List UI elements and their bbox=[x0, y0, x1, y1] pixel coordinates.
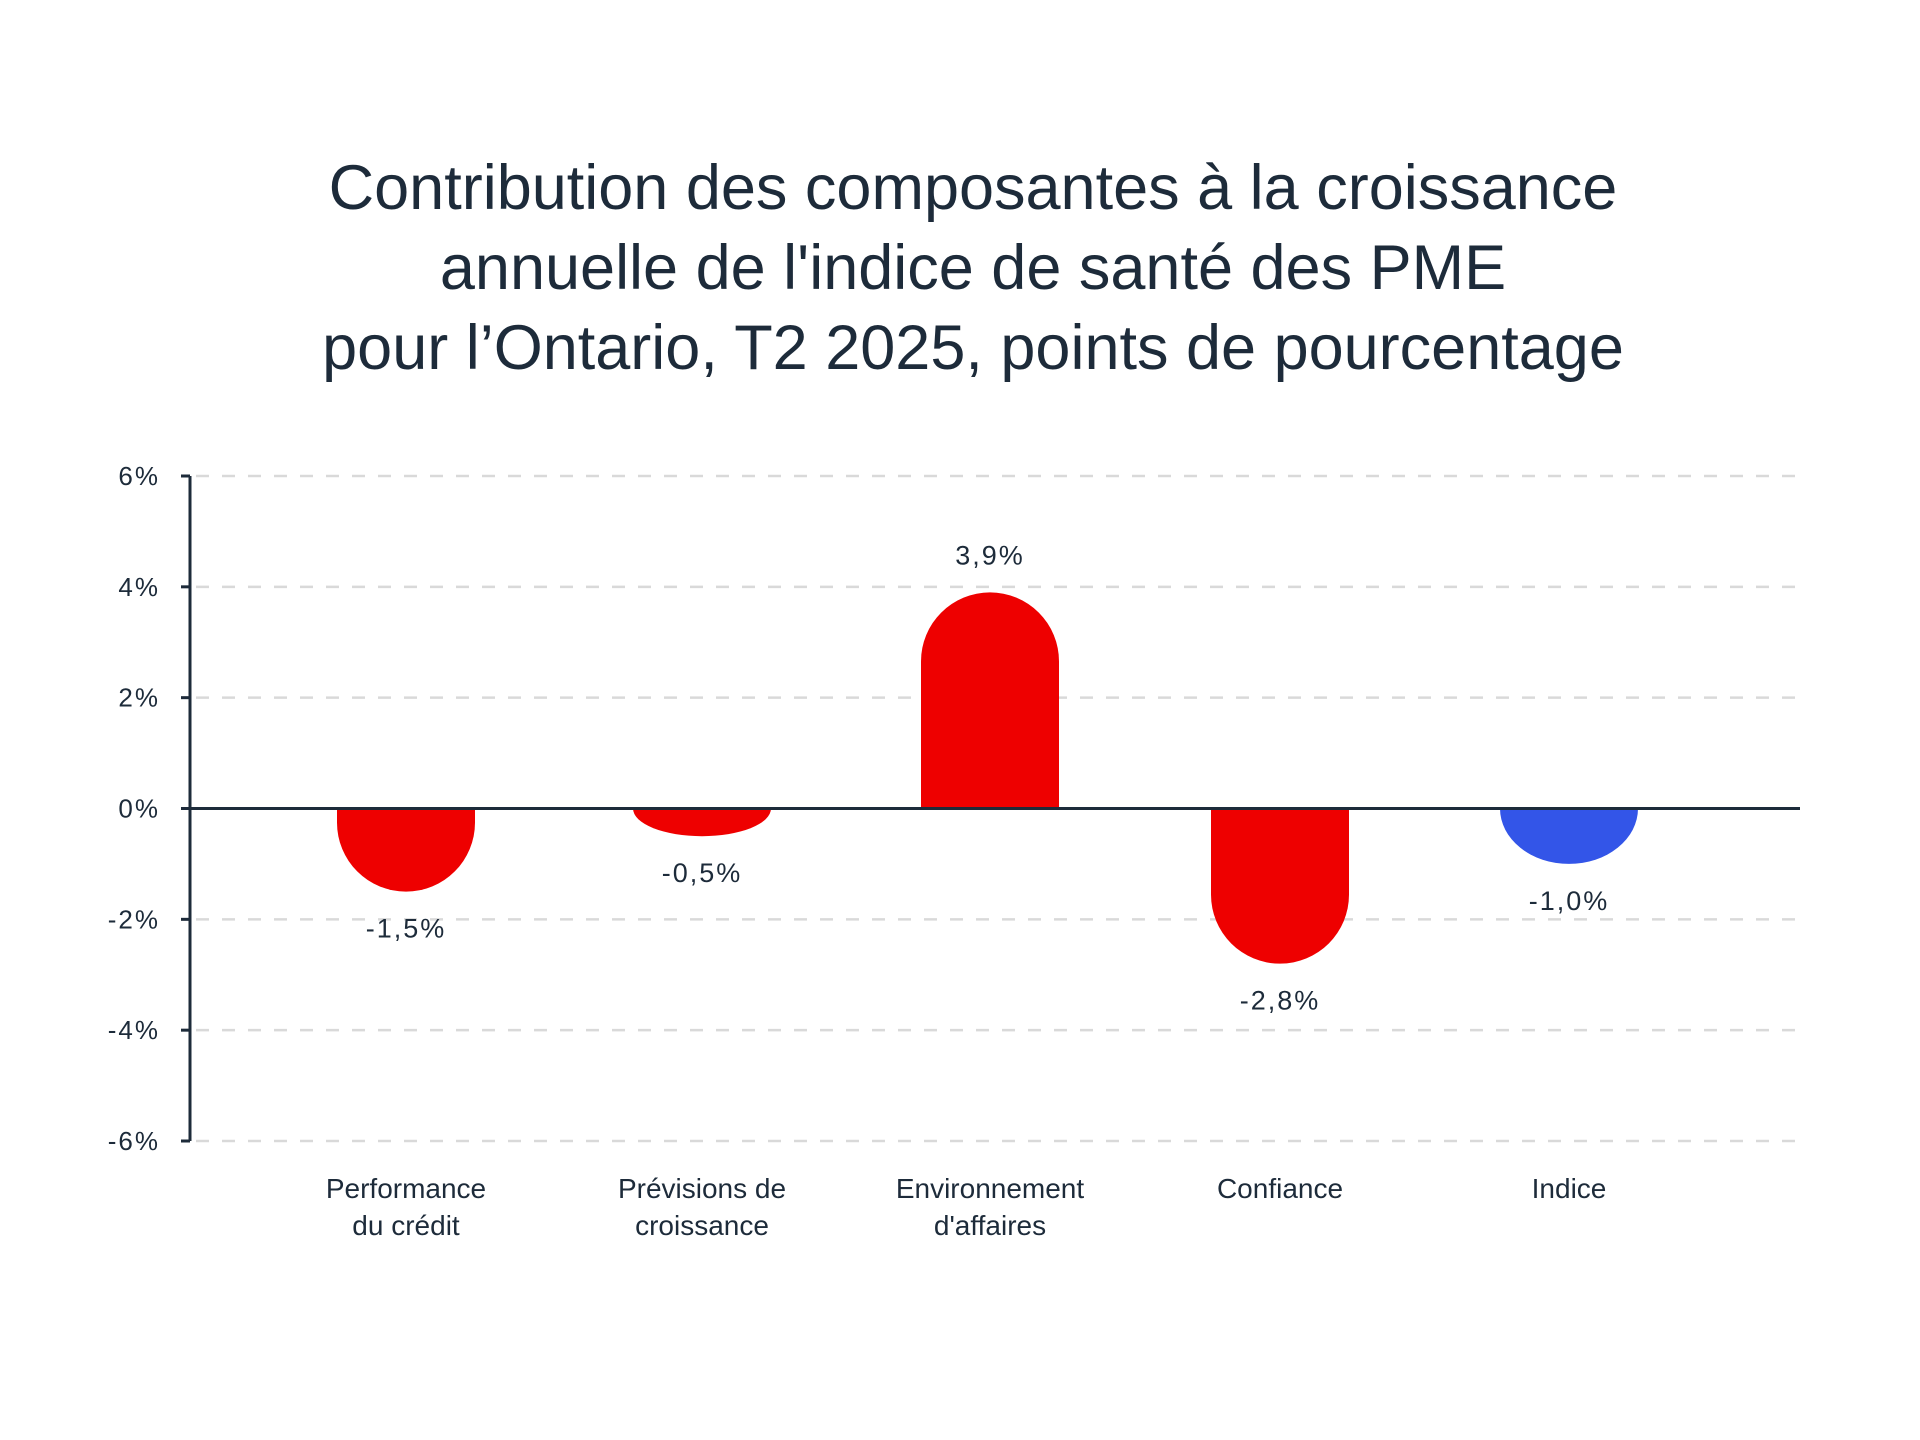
y-tick-label: 4% bbox=[118, 572, 160, 602]
bar bbox=[1500, 808, 1638, 864]
chart-title-line: Contribution des composantes à la croiss… bbox=[328, 153, 1618, 223]
category-label: croissance bbox=[635, 1210, 769, 1241]
y-tick-labels: 6% 4% 2% 0% -2% -4% -6% bbox=[108, 461, 160, 1156]
bar bbox=[633, 808, 771, 837]
y-tick-label: -2% bbox=[108, 904, 160, 934]
bar bbox=[337, 808, 475, 892]
category-labels: Performance du crédit Prévisions de croissa… bbox=[326, 1173, 1607, 1241]
y-tick-label: 0% bbox=[118, 794, 160, 824]
value-label: -1,0% bbox=[1529, 886, 1610, 916]
y-tick-label: -4% bbox=[108, 1015, 160, 1045]
value-label: -1,5% bbox=[366, 914, 447, 944]
y-tick-label: 6% bbox=[118, 461, 160, 491]
axes bbox=[181, 474, 1800, 1143]
value-label: 3,9% bbox=[955, 540, 1025, 570]
category-label: Prévisions de bbox=[618, 1173, 786, 1204]
chart-title-line: annuelle de l'indice de santé des PME bbox=[439, 233, 1507, 303]
value-labels: -1,5% -0,5% 3,9% -2,8% -1,0% bbox=[366, 540, 1610, 1016]
value-label: -0,5% bbox=[662, 858, 743, 888]
category-label: Performance bbox=[326, 1173, 486, 1204]
value-label: -2,8% bbox=[1240, 986, 1321, 1016]
chart-title-line: pour l’Ontario, T2 2025, points de pourc… bbox=[322, 313, 1624, 383]
y-tick-label: -6% bbox=[108, 1126, 160, 1156]
category-label: Indice bbox=[1532, 1173, 1607, 1204]
chart-title: Contribution des composantes à la croiss… bbox=[0, 148, 1920, 388]
y-tick-label: 2% bbox=[118, 683, 160, 713]
bars bbox=[337, 592, 1638, 964]
bar bbox=[1211, 808, 1349, 964]
category-label: Environnement bbox=[896, 1173, 1085, 1204]
gridlines bbox=[196, 474, 1800, 1143]
category-label: Confiance bbox=[1217, 1173, 1343, 1204]
bar bbox=[921, 592, 1059, 809]
category-label: d'affaires bbox=[934, 1210, 1046, 1241]
category-label: du crédit bbox=[352, 1210, 460, 1241]
